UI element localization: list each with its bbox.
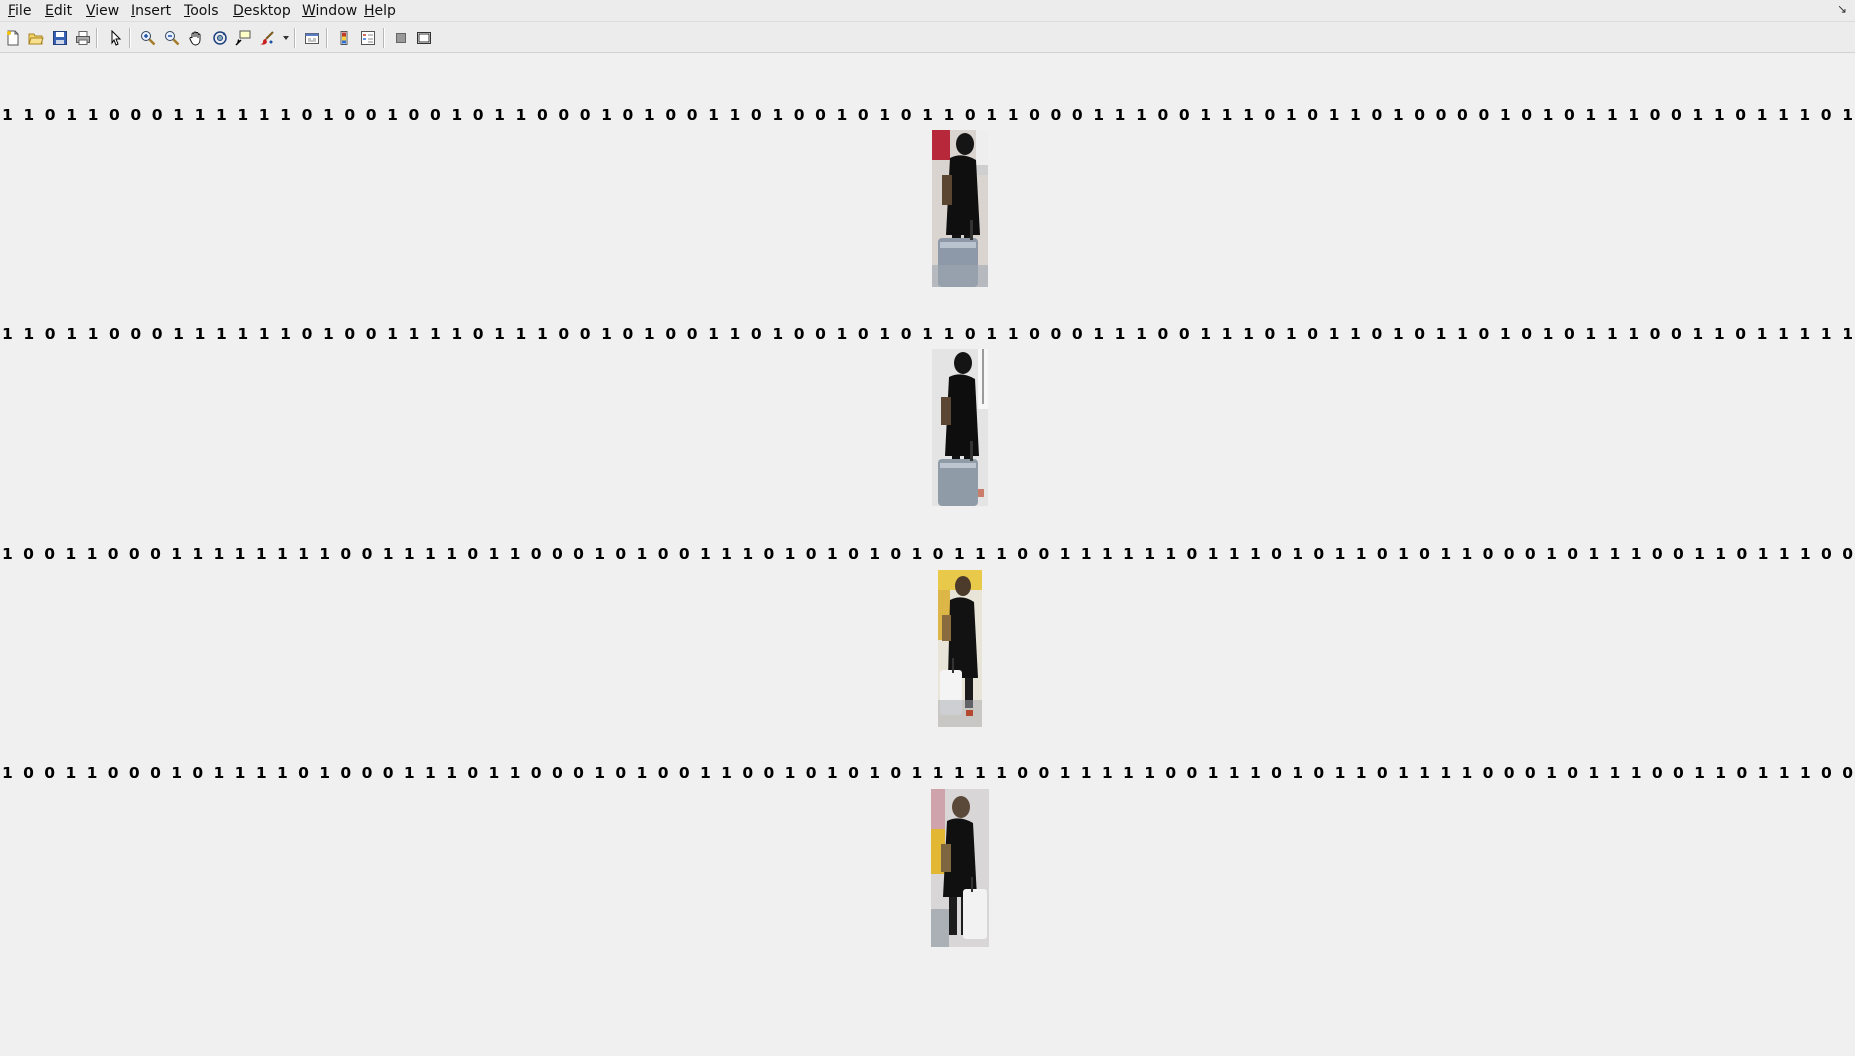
dock-arrow-icon[interactable]: ↘ bbox=[1836, 2, 1847, 16]
menu-help-label: elp bbox=[374, 3, 396, 19]
menu-desktop[interactable]: Desktop bbox=[232, 3, 292, 19]
menu-desktop-mnemonic: D bbox=[233, 3, 244, 19]
print-icon[interactable] bbox=[73, 28, 92, 47]
menu-file[interactable]: File bbox=[7, 3, 32, 19]
figure-toolbar bbox=[0, 22, 1855, 53]
menu-insert[interactable]: Insert bbox=[130, 3, 172, 19]
link-plot-icon[interactable] bbox=[302, 28, 321, 47]
menu-view-mnemonic: V bbox=[86, 3, 96, 19]
binary-code-row-4: 1 0 0 1 1 0 0 0 1 0 1 1 1 1 0 1 0 0 0 1 … bbox=[2, 764, 1853, 782]
menu-window-label: indow bbox=[315, 3, 358, 19]
zoom-in-icon[interactable] bbox=[138, 28, 157, 47]
toolbar-separator bbox=[383, 28, 385, 48]
toolbar-separator bbox=[96, 28, 98, 48]
brush-icon[interactable] bbox=[257, 28, 276, 47]
pedestrian-image-2 bbox=[932, 349, 988, 506]
menu-window-mnemonic: W bbox=[302, 3, 316, 19]
insert-colorbar-icon[interactable] bbox=[334, 28, 353, 47]
binary-code-row-3: 1 0 0 1 1 0 0 0 1 1 1 1 1 1 1 1 0 0 1 1 … bbox=[2, 545, 1853, 563]
open-file-icon[interactable] bbox=[26, 28, 45, 47]
toolbar-separator bbox=[326, 28, 328, 48]
menu-view-label: iew bbox=[95, 3, 120, 19]
edit-plot-arrow-icon[interactable] bbox=[106, 28, 125, 47]
hide-plot-tools-icon[interactable] bbox=[391, 28, 410, 47]
pedestrian-image-1 bbox=[932, 130, 988, 287]
menu-window[interactable]: Window bbox=[301, 3, 358, 19]
menu-view[interactable]: View bbox=[85, 3, 120, 19]
menu-help-mnemonic: H bbox=[364, 3, 375, 19]
brush-dropdown-chevron-icon[interactable] bbox=[283, 36, 289, 40]
insert-legend-icon[interactable] bbox=[358, 28, 377, 47]
figure-canvas: 1 1 0 1 1 0 0 0 1 1 1 1 1 1 0 1 0 0 1 0 … bbox=[0, 53, 1855, 1056]
binary-code-row-2: 1 1 0 1 1 0 0 0 1 1 1 1 1 1 0 1 0 0 1 1 … bbox=[2, 325, 1853, 343]
menu-tools-label: ools bbox=[190, 3, 219, 19]
menu-tools[interactable]: Tools bbox=[183, 3, 220, 19]
menu-file-label: ile bbox=[15, 3, 32, 19]
save-icon[interactable] bbox=[50, 28, 69, 47]
menu-edit-mnemonic: E bbox=[45, 3, 54, 19]
rotate-3d-icon[interactable] bbox=[210, 28, 229, 47]
toolbar-separator bbox=[129, 28, 131, 48]
data-cursor-icon[interactable] bbox=[233, 28, 252, 47]
toolbar-separator bbox=[294, 28, 296, 48]
menu-insert-mnemonic: I bbox=[131, 3, 136, 19]
menu-desktop-label: esktop bbox=[243, 3, 291, 19]
menu-edit[interactable]: Edit bbox=[44, 3, 73, 19]
zoom-out-icon[interactable] bbox=[162, 28, 181, 47]
menu-help[interactable]: Help bbox=[363, 3, 397, 19]
pan-hand-icon[interactable] bbox=[186, 28, 205, 47]
pedestrian-image-4 bbox=[931, 789, 989, 947]
menu-tools-mnemonic: T bbox=[184, 3, 191, 19]
menu-insert-label: nsert bbox=[135, 3, 172, 19]
pedestrian-image-3 bbox=[938, 570, 982, 727]
binary-code-row-1: 1 1 0 1 1 0 0 0 1 1 1 1 1 1 0 1 0 0 1 0 … bbox=[2, 106, 1853, 124]
show-plot-tools-icon[interactable] bbox=[414, 28, 433, 47]
menu-bar: File Edit View Insert Tools Desktop Wind… bbox=[0, 0, 1855, 22]
menu-file-mnemonic: F bbox=[8, 3, 16, 19]
new-figure-icon[interactable] bbox=[3, 28, 22, 47]
menu-edit-label: dit bbox=[53, 3, 73, 19]
